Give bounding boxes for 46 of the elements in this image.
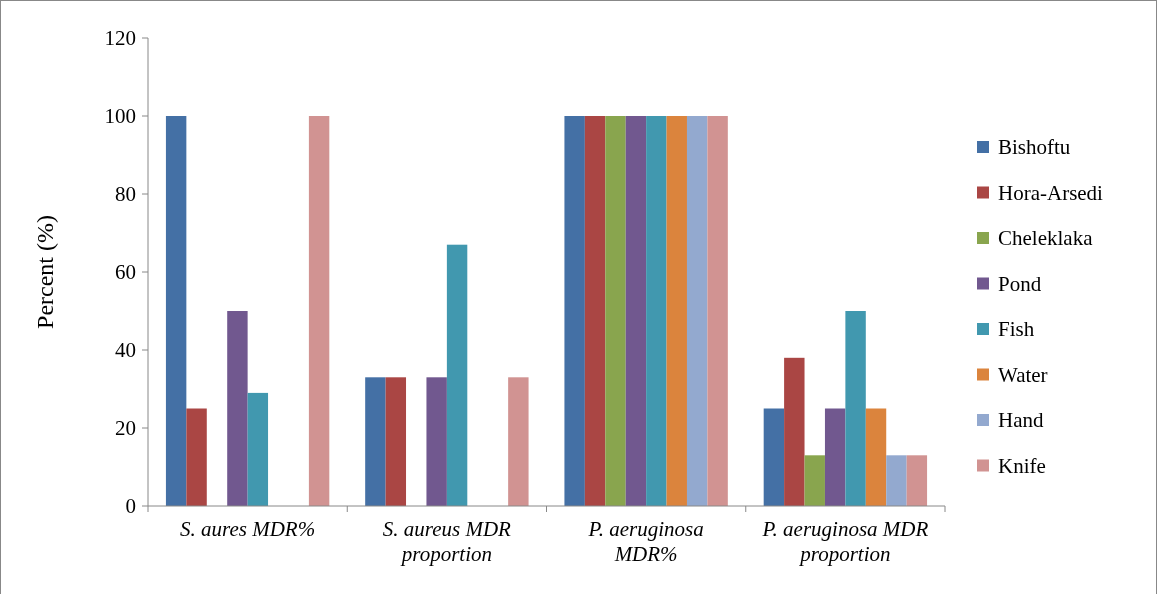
legend-label: Water xyxy=(998,362,1048,387)
bar xyxy=(906,455,928,506)
bar xyxy=(247,392,269,506)
bar xyxy=(564,116,585,506)
y-tick-label: 20 xyxy=(115,416,136,441)
bar xyxy=(886,455,907,506)
bar xyxy=(365,377,386,506)
bar xyxy=(426,377,447,506)
bar xyxy=(824,408,846,506)
bar xyxy=(605,116,626,506)
x-tick-label: P. aeruginosa MDR% xyxy=(587,517,704,566)
bar xyxy=(666,116,687,506)
bar xyxy=(165,116,187,506)
x-tick-label: S. aures MDR% xyxy=(180,517,316,541)
bar xyxy=(784,357,805,506)
bar xyxy=(308,116,330,506)
legend-label: Pond xyxy=(998,271,1042,296)
bar xyxy=(686,116,708,506)
legend-label: Knife xyxy=(998,453,1046,478)
bar xyxy=(804,455,825,506)
bar xyxy=(845,311,866,506)
bar xyxy=(584,116,606,506)
y-tick-label: 0 xyxy=(125,494,136,519)
legend-label: Hand xyxy=(998,408,1044,433)
bar xyxy=(707,116,728,506)
y-tick-label: 80 xyxy=(115,182,136,207)
y-axis-title: Percent (%) xyxy=(32,215,58,329)
bar xyxy=(763,408,785,506)
legend-label: Cheleklaka xyxy=(998,226,1094,251)
bar xyxy=(508,377,529,506)
bar xyxy=(646,116,667,506)
bar xyxy=(865,408,887,506)
legend-label: Bishoftu xyxy=(998,135,1071,160)
bar xyxy=(446,244,468,506)
y-tick-label: 40 xyxy=(115,338,136,363)
bar xyxy=(186,408,207,506)
x-tick-label: S. aureus MDR proportion xyxy=(382,517,512,566)
bar xyxy=(227,311,248,506)
bar xyxy=(385,377,407,506)
x-tick-label: P. aeruginosa MDR proportion xyxy=(761,517,929,566)
y-tick-label: 60 xyxy=(115,260,136,285)
y-tick-label: 120 xyxy=(104,26,136,51)
bar xyxy=(625,116,647,506)
legend-label: Hora-Arsedi xyxy=(998,180,1104,205)
y-tick-label: 100 xyxy=(104,104,136,129)
legend-label: Fish xyxy=(998,317,1035,342)
